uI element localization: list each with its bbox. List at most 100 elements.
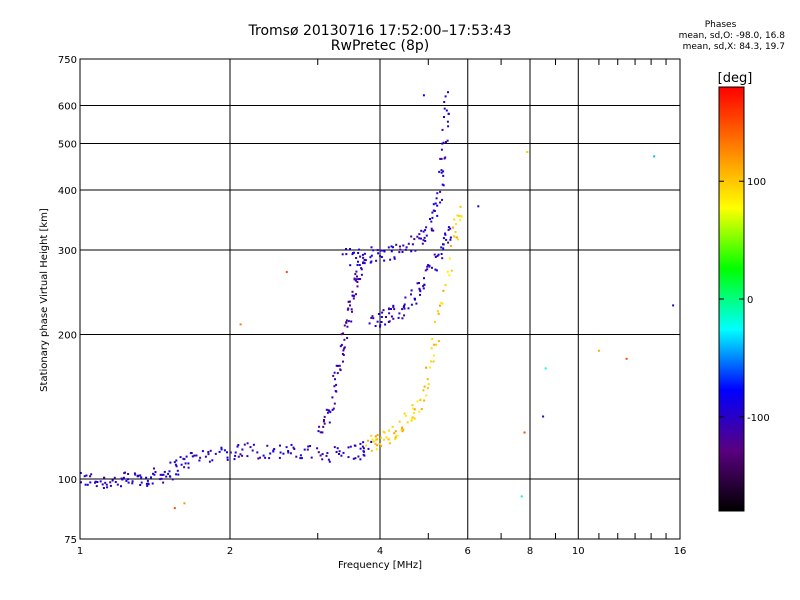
data-point	[173, 507, 176, 510]
data-point	[162, 473, 165, 476]
data-point	[444, 232, 446, 235]
y-tick-label: 600	[58, 102, 77, 113]
data-point	[134, 473, 137, 476]
data-point	[403, 412, 406, 415]
data-point	[239, 323, 242, 326]
data-point	[317, 430, 320, 433]
data-point	[423, 283, 426, 286]
data-point	[358, 264, 361, 266]
data-point	[435, 269, 438, 272]
data-point	[392, 304, 395, 307]
data-point	[199, 456, 202, 459]
data-point	[370, 246, 373, 249]
data-point	[125, 479, 128, 482]
data-point	[183, 458, 186, 461]
plot-frame	[79, 58, 681, 540]
data-point	[241, 448, 244, 451]
data-point	[380, 321, 383, 323]
data-point	[449, 227, 452, 230]
data-point	[442, 237, 445, 240]
data-point	[372, 317, 375, 320]
data-point	[393, 432, 396, 435]
data-point	[333, 402, 336, 405]
data-point	[345, 321, 348, 324]
data-point	[220, 446, 223, 449]
data-point	[450, 269, 453, 272]
data-point	[431, 266, 433, 269]
data-point	[446, 120, 449, 123]
data-point	[416, 235, 419, 238]
data-point	[150, 476, 152, 479]
data-point	[349, 304, 351, 307]
data-point	[403, 303, 406, 306]
data-point	[381, 249, 384, 252]
data-point	[190, 452, 193, 454]
data-point	[362, 256, 365, 259]
data-point	[402, 428, 405, 431]
data-point	[347, 300, 350, 303]
data-point	[246, 455, 249, 458]
data-point	[455, 236, 458, 239]
data-point	[343, 346, 346, 349]
data-point	[356, 264, 359, 266]
data-point	[453, 235, 456, 238]
data-point	[392, 306, 395, 309]
data-point	[430, 360, 432, 363]
data-point	[357, 278, 360, 281]
data-point	[419, 293, 421, 296]
x-tick-label: 6	[465, 546, 471, 557]
data-point	[442, 247, 445, 250]
data-point	[433, 343, 436, 346]
data-point	[342, 354, 345, 356]
data-point	[458, 215, 461, 217]
data-point	[379, 324, 382, 327]
data-point	[363, 262, 366, 265]
data-point	[287, 451, 290, 454]
data-point	[306, 448, 309, 451]
data-point	[376, 320, 379, 323]
data-point	[394, 430, 397, 433]
data-point	[448, 257, 451, 260]
data-point	[351, 290, 354, 293]
data-point	[269, 452, 272, 455]
data-point	[433, 354, 436, 357]
data-point	[154, 471, 157, 473]
chart-title-line2: RwPretec (8p)	[330, 38, 430, 54]
data-point	[268, 457, 271, 460]
data-point	[388, 438, 391, 441]
data-point	[449, 238, 452, 241]
data-point	[239, 453, 242, 456]
data-point	[390, 250, 393, 253]
data-point	[413, 238, 416, 241]
data-point	[343, 347, 346, 350]
data-point	[352, 297, 355, 300]
data-point	[319, 454, 322, 457]
data-point	[356, 285, 359, 288]
data-point	[418, 282, 420, 284]
data-point	[338, 364, 341, 367]
data-point	[160, 477, 163, 480]
data-point	[399, 245, 401, 248]
data-point	[183, 502, 186, 505]
data-point	[459, 205, 462, 208]
data-point	[433, 210, 436, 212]
data-point	[380, 436, 383, 439]
colorbar-label: [deg]	[718, 71, 753, 86]
data-point	[279, 451, 282, 454]
data-point	[176, 469, 179, 472]
data-point	[121, 478, 124, 481]
data-point	[383, 438, 385, 441]
data-point	[175, 473, 178, 476]
data-point	[422, 287, 425, 290]
data-point	[427, 383, 430, 386]
data-point	[410, 417, 413, 420]
y-axis-label: Stationary phase Virtual Height [km]	[39, 208, 50, 392]
phase-statistics-x-mode: mean, sd,X: 84.3, 19.7	[682, 42, 785, 52]
data-point	[410, 250, 413, 253]
data-point	[371, 315, 374, 318]
data-point	[425, 394, 428, 397]
data-point	[407, 242, 410, 245]
phase-statistics-heading: Phases	[704, 20, 737, 30]
data-point	[430, 229, 433, 232]
data-point	[187, 462, 190, 465]
